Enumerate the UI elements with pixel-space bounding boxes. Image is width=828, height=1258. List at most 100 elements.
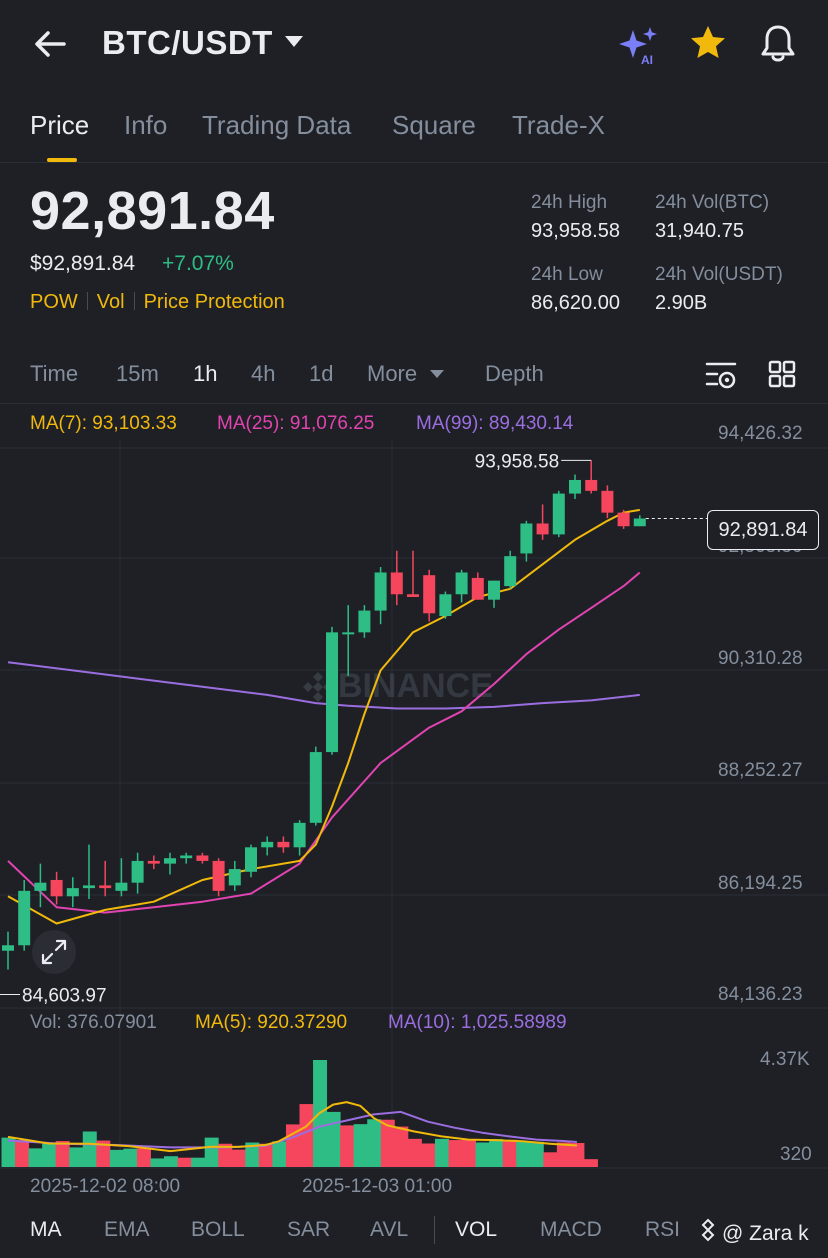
svg-text:BINANCE: BINANCE (338, 667, 493, 705)
interval-1d[interactable]: 1d (309, 361, 334, 386)
volume-bar (191, 1157, 206, 1167)
candle (99, 885, 112, 889)
volume-bar (394, 1126, 409, 1167)
volume-bar (177, 1157, 192, 1167)
tag-price-protection[interactable]: Price Protection (143, 291, 285, 313)
candle (147, 860, 160, 864)
volume-bar (55, 1141, 70, 1167)
active-tab-indicator (47, 158, 77, 162)
candle (180, 855, 193, 859)
candle (66, 888, 79, 897)
interval-time[interactable]: Time (30, 361, 79, 386)
candle (18, 890, 31, 946)
volume-bar (556, 1142, 571, 1167)
volume-bar (543, 1152, 558, 1167)
vol-usdt-label: 24h Vol(USDT) (655, 264, 783, 285)
volume-bar (489, 1139, 504, 1167)
price-axis-tick: 88,252.27 (718, 760, 803, 781)
volume-bar (164, 1156, 179, 1167)
candle (374, 572, 387, 611)
volume-bar (15, 1140, 30, 1167)
candle (390, 572, 403, 595)
candle (261, 841, 274, 848)
binance-logo-icon (701, 1218, 715, 1242)
candle (293, 822, 306, 848)
vol-btc-label: 24h Vol(BTC) (655, 192, 770, 213)
candle (520, 523, 533, 554)
indicator-tab-ema[interactable]: EMA (104, 1218, 150, 1241)
vol-ma5-line (7, 1101, 577, 1153)
volume-bar (434, 1138, 449, 1167)
volume-bar (516, 1141, 531, 1167)
indicator-tab-sar[interactable]: SAR (287, 1218, 331, 1241)
volume-bar (502, 1139, 517, 1167)
expand-chart-button[interactable] (32, 930, 76, 974)
indicator-tab-ma[interactable]: MA (30, 1218, 62, 1241)
volume-bar (462, 1139, 477, 1167)
ma25-line (7, 571, 641, 914)
favorite-star-icon[interactable] (689, 24, 727, 62)
candlestick-chart[interactable]: BINANCE 93,958.58 84,603.97 (0, 405, 828, 1205)
tab-price[interactable]: Price (30, 110, 90, 140)
price-axis-tick: 86,194.25 (718, 873, 803, 894)
volume-bar (69, 1147, 84, 1167)
low-label: 24h Low (531, 264, 603, 285)
vol-ma10-line (7, 1110, 577, 1149)
tag-vol[interactable]: Vol (96, 291, 125, 313)
volume-bar (367, 1119, 382, 1167)
ma99-legend: MA(99): 89,430.14 (416, 413, 574, 434)
candle (471, 577, 484, 600)
interval-1h[interactable]: 1h (193, 361, 218, 386)
indicator-tab-boll[interactable]: BOLL (191, 1218, 245, 1241)
tab-info[interactable]: Info (124, 110, 168, 140)
interval-15m[interactable]: 15m (116, 361, 159, 386)
pair-dropdown-icon[interactable] (285, 36, 303, 47)
indicator-tab-vol[interactable]: VOL (455, 1218, 498, 1241)
ai-sparkle-icon[interactable]: AI (617, 24, 661, 68)
indicator-tab-avl[interactable]: AVL (370, 1218, 409, 1241)
indicator-tab-macd[interactable]: MACD (540, 1218, 602, 1241)
tab-square[interactable]: Square (392, 110, 476, 140)
volume-bar (448, 1140, 463, 1167)
indicator-tabs: MA EMA BOLL SAR AVL VOL MACD RSI (0, 1210, 828, 1258)
candle (423, 575, 436, 614)
high-label: 24h High (531, 192, 608, 213)
back-arrow-icon[interactable] (30, 24, 70, 64)
price-change-percent: +7.07% (162, 252, 234, 275)
volume-bar (28, 1148, 43, 1167)
trading-pair-title[interactable]: BTC/USDT (102, 24, 273, 61)
current-price-tag[interactable]: 92,891.84 (707, 510, 819, 550)
interval-more[interactable]: More (367, 361, 418, 386)
bell-icon[interactable] (758, 22, 798, 64)
tab-trade-x[interactable]: Trade-X (512, 110, 605, 140)
candle (342, 632, 355, 635)
layout-grid-icon[interactable] (768, 360, 796, 388)
volume-bar (136, 1148, 151, 1167)
coin-tags: POW Vol Price Protection (30, 291, 285, 314)
interval-depth[interactable]: Depth (485, 361, 544, 386)
ma7-line (7, 508, 640, 925)
price-axis-tick: 84,136.23 (718, 984, 803, 1005)
tag-pow[interactable]: POW (30, 291, 78, 313)
top-bar: BTC/USDT AI (0, 0, 828, 90)
tab-trading-data[interactable]: Trading Data (202, 110, 352, 140)
page-tabs: Price Info Trading Data Square Trade-X (0, 100, 828, 163)
indicator-divider (434, 1216, 435, 1244)
indicator-tab-rsi[interactable]: RSI (645, 1218, 681, 1241)
volume-bar (583, 1159, 598, 1167)
more-chevron-icon[interactable] (430, 370, 444, 378)
chart-settings-icon[interactable] (705, 360, 737, 390)
low-value: 86,620.00 (531, 292, 620, 314)
candle (633, 518, 646, 527)
candle (569, 479, 581, 494)
interval-4h[interactable]: 4h (251, 361, 276, 386)
candle (407, 594, 419, 597)
volume-bar (326, 1111, 341, 1167)
candle (326, 632, 338, 753)
candle (277, 841, 290, 848)
candle (504, 556, 517, 587)
candle (488, 580, 500, 600)
volume-bar (150, 1158, 165, 1167)
volume-bar (204, 1137, 219, 1167)
vol-usdt-value: 2.90B (655, 292, 708, 314)
